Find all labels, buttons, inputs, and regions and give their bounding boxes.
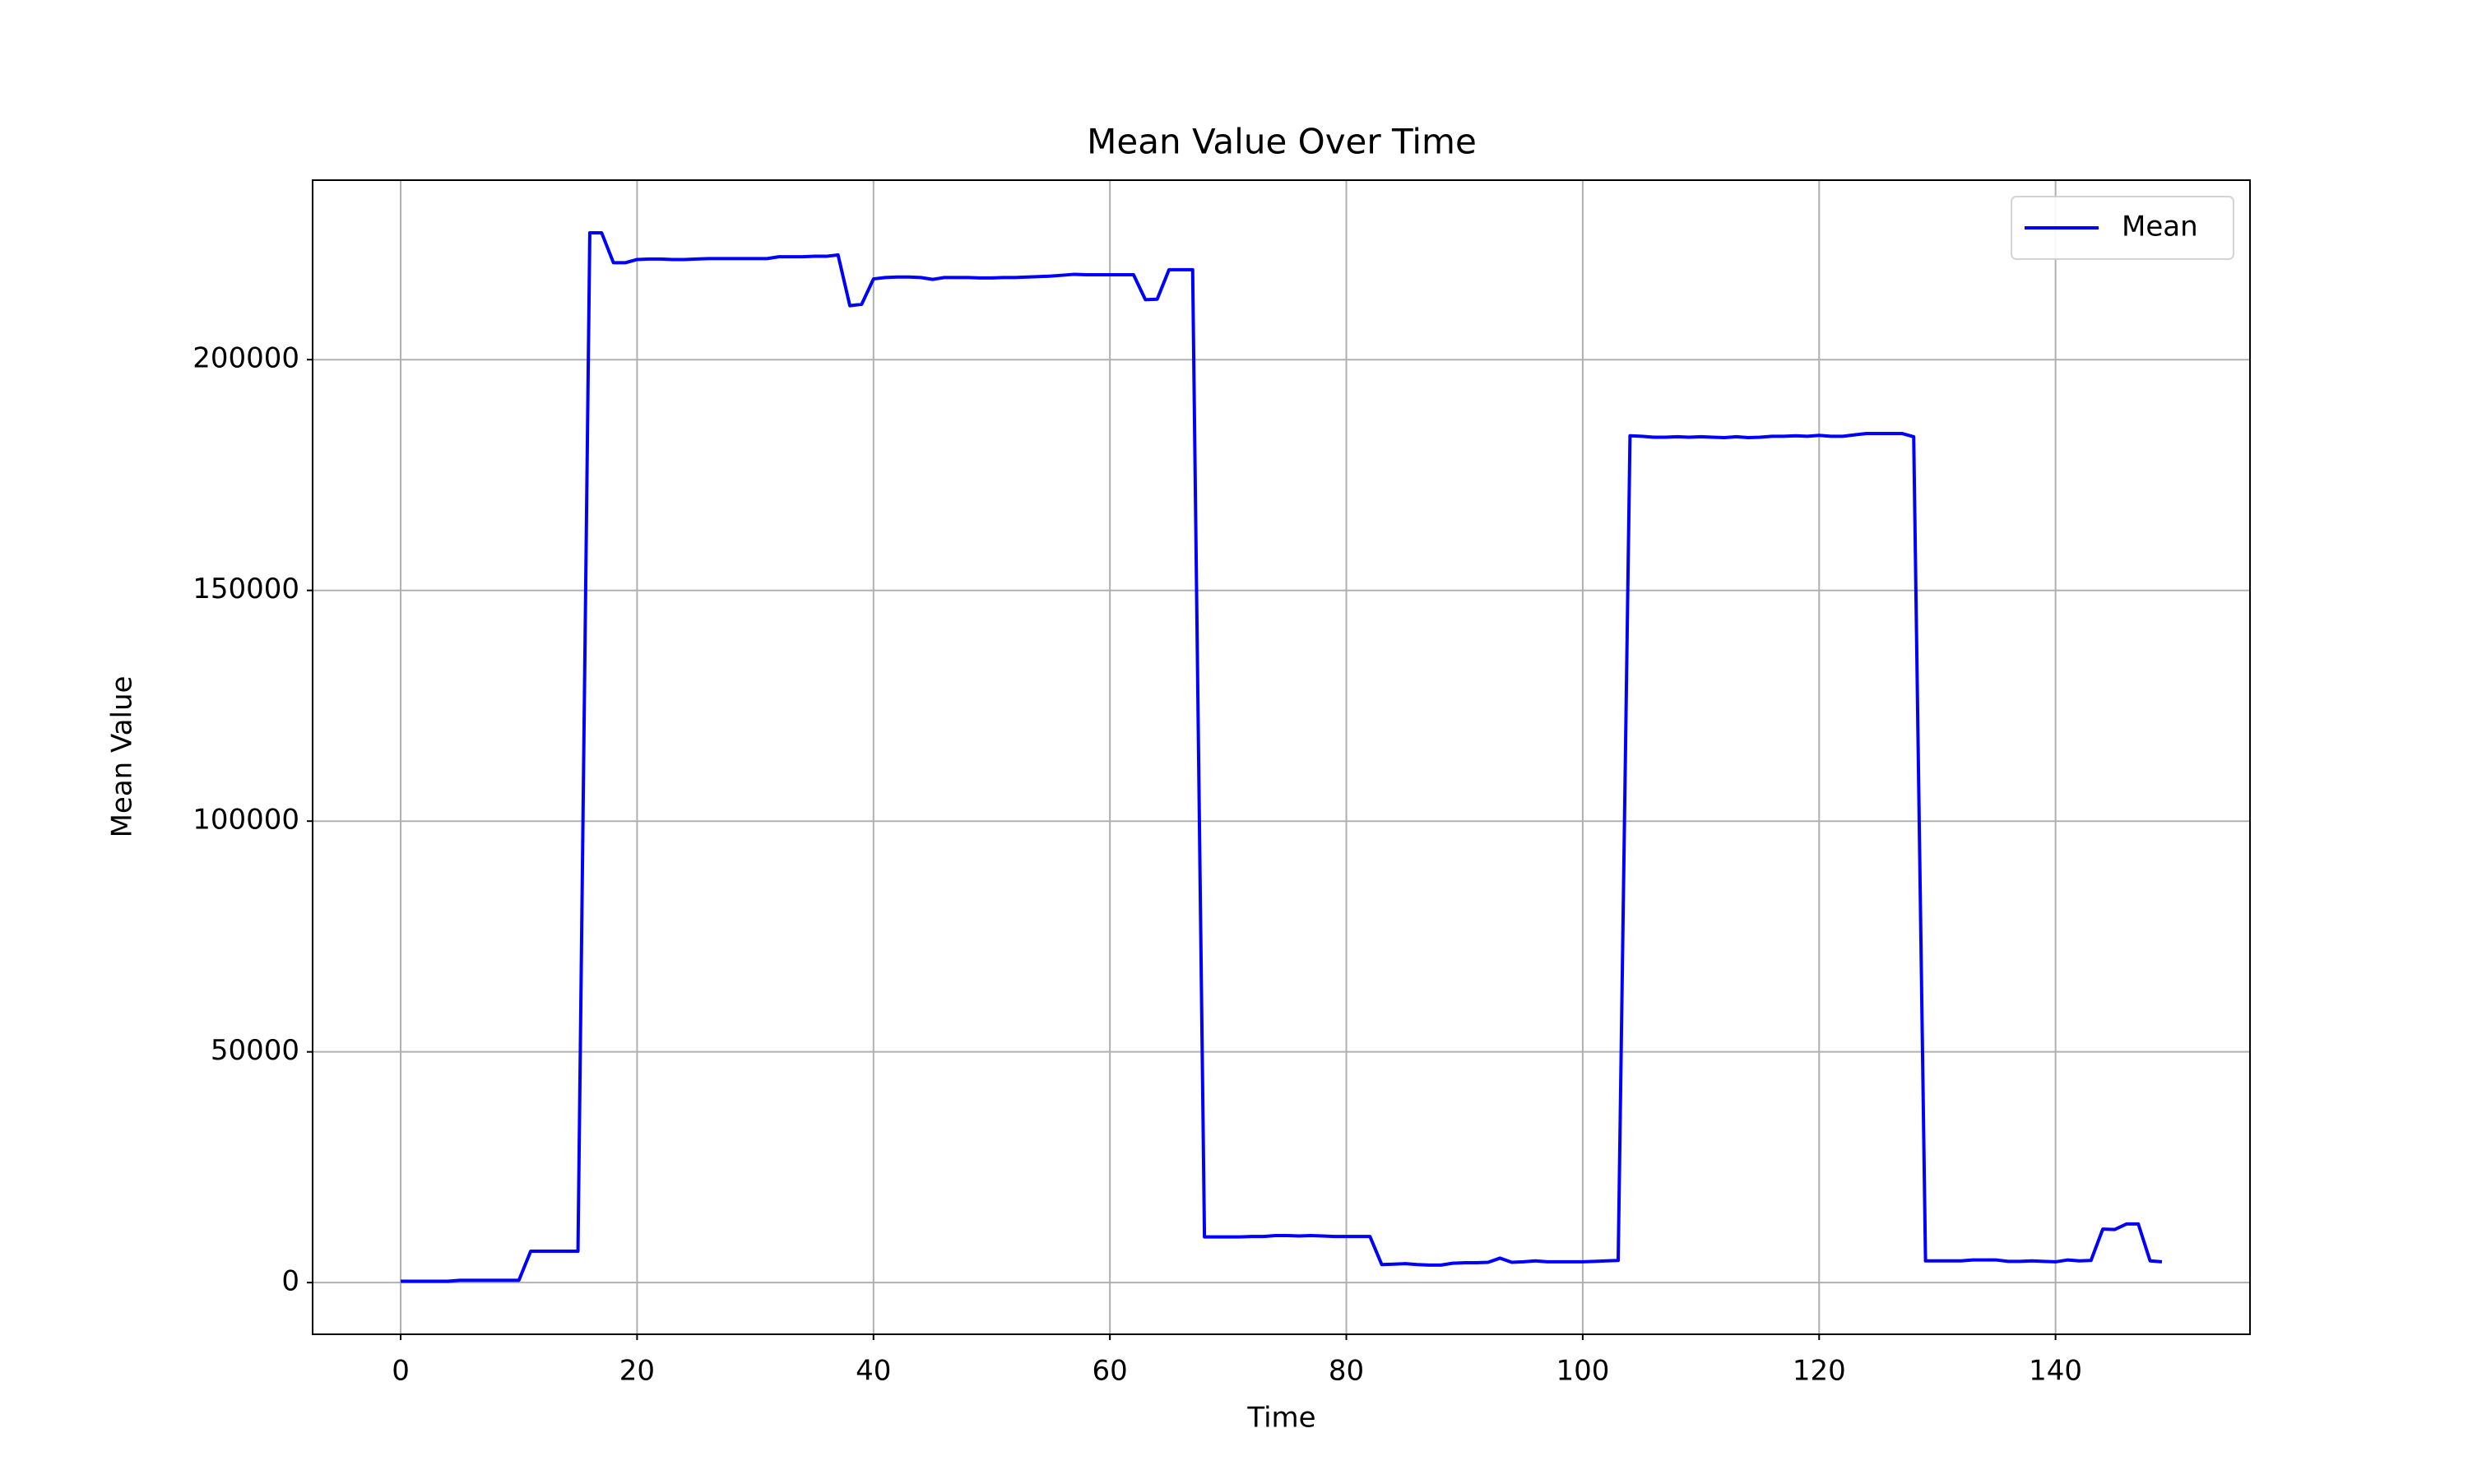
x-tick-label: 140 bbox=[2029, 1355, 2082, 1388]
x-tick-label: 0 bbox=[392, 1355, 410, 1388]
legend-box bbox=[2011, 196, 2234, 260]
y-tick-label: 150000 bbox=[193, 573, 299, 605]
x-axis-label: Time bbox=[1246, 1402, 1315, 1435]
y-tick-label: 50000 bbox=[211, 1034, 299, 1067]
y-tick-label: 0 bbox=[281, 1265, 299, 1298]
data-line bbox=[401, 230, 2163, 1283]
x-tick-label: 100 bbox=[1556, 1355, 1609, 1388]
y-tick-label: 200000 bbox=[193, 342, 299, 375]
y-tick-label: 100000 bbox=[193, 804, 299, 837]
x-tick-label: 40 bbox=[856, 1355, 891, 1388]
x-tick-label: 120 bbox=[1793, 1355, 1846, 1388]
chart-title: Mean Value Over Time bbox=[1087, 122, 1477, 162]
plot-frame bbox=[312, 179, 2251, 1335]
x-tick-label: 60 bbox=[1093, 1355, 1128, 1388]
legend-label: Mean bbox=[2122, 211, 2198, 243]
x-tick-label: 80 bbox=[1329, 1355, 1364, 1388]
x-tick-label: 20 bbox=[619, 1355, 655, 1388]
y-axis-label: Mean Value bbox=[106, 676, 139, 838]
